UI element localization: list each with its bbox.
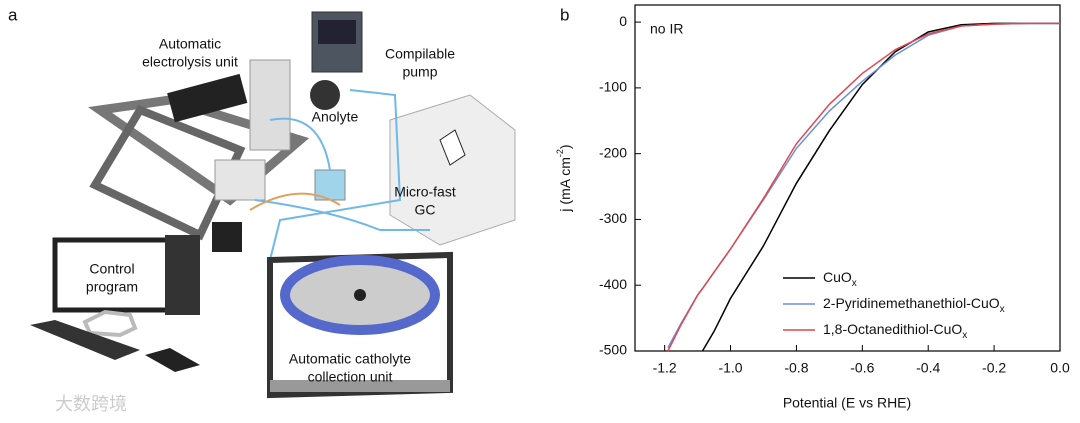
legend-subscript: x (962, 330, 967, 341)
x-tick-label: -1.2 (653, 360, 677, 376)
component-label: Micro-fast (394, 184, 456, 200)
y-axis-title-text: j (mA cm (557, 157, 573, 212)
panel-label: a (8, 5, 18, 24)
plot-frame (634, 4, 1061, 352)
y-axis-title: j (mA cm-2) (555, 144, 572, 212)
component-label: program (86, 279, 138, 295)
x-axis-title: Potential (E vs RHE) (783, 395, 911, 411)
annotation: no IR (650, 21, 683, 37)
x-tick-label: -0.4 (916, 360, 940, 376)
component-label: Automatic (159, 36, 221, 52)
watermark: 大数跨境 (55, 394, 127, 414)
y-tick-label: -500 (599, 342, 627, 358)
legend-name: CuO (823, 269, 852, 285)
legend-name: 2-Pyridinemethanethiol-CuO (823, 295, 1000, 311)
y-tick-label: 0 (619, 13, 627, 29)
legend-subscript: x (852, 278, 857, 289)
component-label: Control (89, 261, 134, 277)
y-tick-label: -200 (599, 144, 627, 160)
y-tick-label: -400 (599, 276, 627, 292)
legend-name: 1,8-Octanedithiol-CuO (823, 321, 962, 337)
component-label: GC (415, 202, 436, 218)
component-label: electrolysis unit (142, 54, 238, 70)
x-tick-label: 0.0 (1050, 360, 1070, 376)
component-label: collection unit (308, 369, 393, 385)
y-axis-title-sup: -2 (555, 149, 565, 157)
x-tick-label: -0.8 (784, 360, 808, 376)
component-label: Automatic catholyte (289, 351, 411, 367)
component-label: pump (402, 64, 437, 80)
legend-entry: 2-Pyridinemethanethiol-CuOx (823, 295, 1005, 315)
legend-entry: 1,8-Octanedithiol-CuOx (823, 321, 967, 341)
series-line (667, 22, 1060, 352)
legend-entry: CuOx (823, 269, 857, 289)
x-tick-label: -0.2 (982, 360, 1006, 376)
y-axis-title-end: ) (557, 144, 573, 149)
x-tick-label: -1.0 (718, 360, 742, 376)
legend-subscript: x (1000, 304, 1005, 315)
component-label: Anolyte (312, 109, 359, 125)
y-tick-label: -100 (599, 79, 627, 95)
y-tick-label: -300 (599, 210, 627, 226)
component-label: Compilable (385, 46, 455, 62)
panel-label: b (560, 5, 569, 24)
x-tick-label: -0.6 (850, 360, 874, 376)
setup-illustration (30, 11, 516, 399)
